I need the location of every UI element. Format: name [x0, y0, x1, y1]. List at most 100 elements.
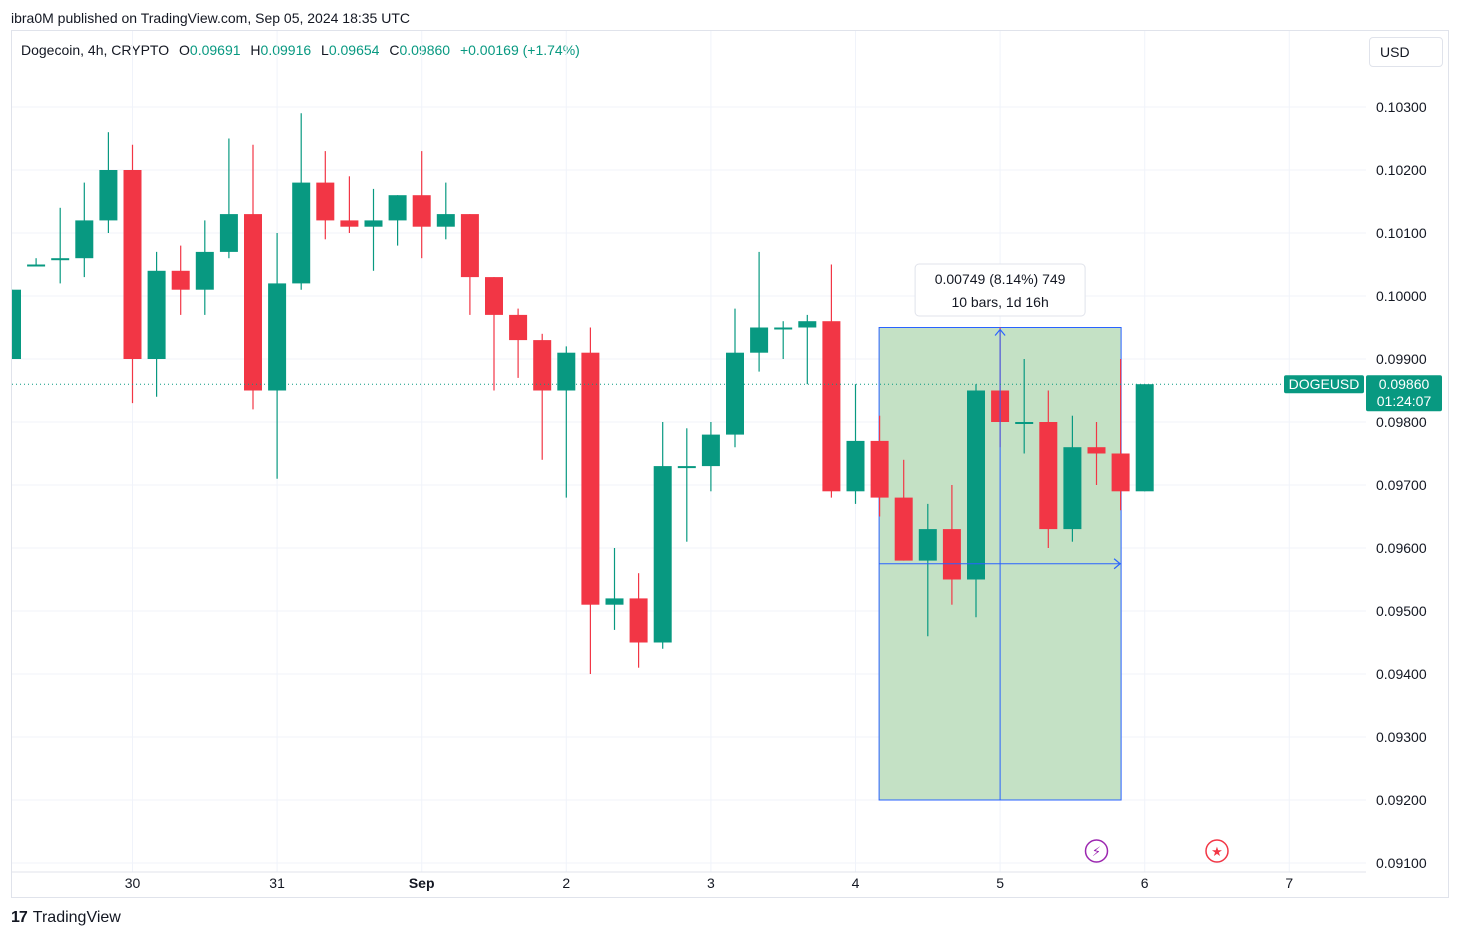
last-price-tag [1366, 375, 1442, 412]
currency-button[interactable]: USD [1369, 37, 1443, 67]
low-value: 0.09654 [328, 42, 380, 58]
measure-right-arrow [1113, 558, 1122, 570]
time-tick-label: 4 [852, 875, 860, 891]
candle-down [581, 352, 600, 605]
time-tick-label: 5 [996, 875, 1004, 891]
candle-down [316, 182, 335, 221]
candle-down [533, 340, 552, 391]
open-value: 0.09691 [189, 42, 241, 58]
chart-frame [11, 30, 1449, 898]
price-tick-label: 0.09500 [1376, 603, 1427, 619]
candle-up [1135, 384, 1154, 492]
measure-tooltip [914, 263, 1086, 317]
time-tick-label: 30 [125, 875, 141, 891]
measure-change-text: 0.00749 (8.14%) 749 [935, 271, 1066, 287]
last-price-value: 0.09860 [1379, 376, 1430, 392]
high-value: 0.09916 [260, 42, 312, 58]
svg-text:★: ★ [1211, 845, 1223, 860]
candle-down [942, 529, 961, 580]
candle-down [123, 170, 142, 359]
symbol-tag-text: DOGEUSD [1289, 376, 1360, 392]
candle-down [244, 214, 262, 391]
low-label: L [321, 42, 329, 58]
candle-up [27, 264, 46, 267]
tradingview-footer[interactable]: 17 TradingView [11, 909, 121, 927]
candle-down [1111, 453, 1130, 492]
candle-up [219, 214, 238, 252]
candle-up [557, 352, 576, 391]
candle-down [340, 220, 359, 227]
candle-up [701, 434, 720, 467]
candle-up [677, 466, 696, 469]
time-tick-label: 3 [707, 875, 715, 891]
candle-up [653, 466, 672, 643]
candle-up [846, 440, 865, 492]
candle-down [460, 214, 479, 278]
publisher-line: ibra0M published on TradingView.com, Sep… [11, 10, 410, 26]
candle-down [629, 598, 648, 643]
candle-down [509, 314, 528, 341]
candle-up [292, 182, 311, 284]
change-value: +0.00169 (+1.74%) [459, 42, 580, 58]
price-tick-label: 0.09900 [1376, 351, 1427, 367]
candle-countdown: 01:24:07 [1377, 393, 1432, 409]
candle-down [171, 270, 190, 290]
high-label: H [250, 42, 261, 58]
symbol-price-tag [1284, 375, 1364, 394]
candle-up [75, 220, 94, 259]
candle-up [798, 321, 817, 328]
candle-up [12, 289, 21, 359]
open-label: O [179, 42, 190, 58]
us-flag-event-icon[interactable]: ★ [1205, 839, 1229, 863]
price-tick-label: 0.09300 [1376, 729, 1427, 745]
time-tick-label: 31 [269, 875, 285, 891]
price-tick-label: 0.09200 [1376, 792, 1427, 808]
candle-up [388, 195, 407, 221]
candle-up [918, 529, 937, 561]
candle-up [774, 327, 793, 330]
candle-down [1087, 447, 1106, 454]
candle-up [726, 352, 744, 435]
tradingview-logo-icon: 17 [11, 909, 28, 926]
price-tick-label: 0.09600 [1376, 540, 1427, 556]
lightning-event-icon[interactable]: ⚡ [1084, 839, 1109, 863]
time-tick-label: Sep [409, 875, 435, 891]
candle-up [750, 327, 769, 353]
candle-up [1063, 447, 1082, 530]
price-tick-label: 0.09400 [1376, 666, 1427, 682]
time-tick-label: 7 [1285, 875, 1293, 891]
price-tick-label: 0.09100 [1376, 855, 1427, 871]
candle-down [1039, 422, 1058, 530]
candle-up [364, 220, 383, 227]
price-tick-label: 0.09700 [1376, 477, 1427, 493]
price-tick-label: 0.10200 [1376, 162, 1427, 178]
candle-up [605, 598, 624, 605]
candle-down [870, 440, 889, 498]
price-tick-label: 0.09800 [1376, 414, 1427, 430]
measure-up-arrow [994, 328, 1006, 336]
candle-up [967, 390, 985, 580]
candle-down [412, 195, 431, 227]
candle-up [195, 251, 214, 290]
candle-up [1015, 422, 1034, 424]
close-label: C [389, 42, 400, 58]
price-tick-label: 0.10000 [1376, 288, 1427, 304]
tradingview-brand: TradingView [32, 909, 121, 926]
close-value: 0.09860 [399, 42, 451, 58]
time-tick-label: 6 [1141, 875, 1149, 891]
candle-up [147, 270, 166, 359]
candle-down [822, 321, 841, 492]
price-tick-label: 0.10300 [1376, 99, 1427, 115]
candle-up [51, 258, 70, 261]
candle-down [894, 497, 913, 561]
price-tick-label: 0.10100 [1376, 225, 1427, 241]
candle-up [268, 283, 287, 391]
measure-bars-text: 10 bars, 1d 16h [951, 294, 1048, 310]
candle-up [436, 214, 455, 227]
candle-down [485, 277, 503, 315]
time-tick-label: 2 [562, 875, 570, 891]
candles-group [12, 113, 1154, 674]
candle-up [99, 170, 118, 221]
svg-text:⚡: ⚡ [1092, 845, 1101, 860]
